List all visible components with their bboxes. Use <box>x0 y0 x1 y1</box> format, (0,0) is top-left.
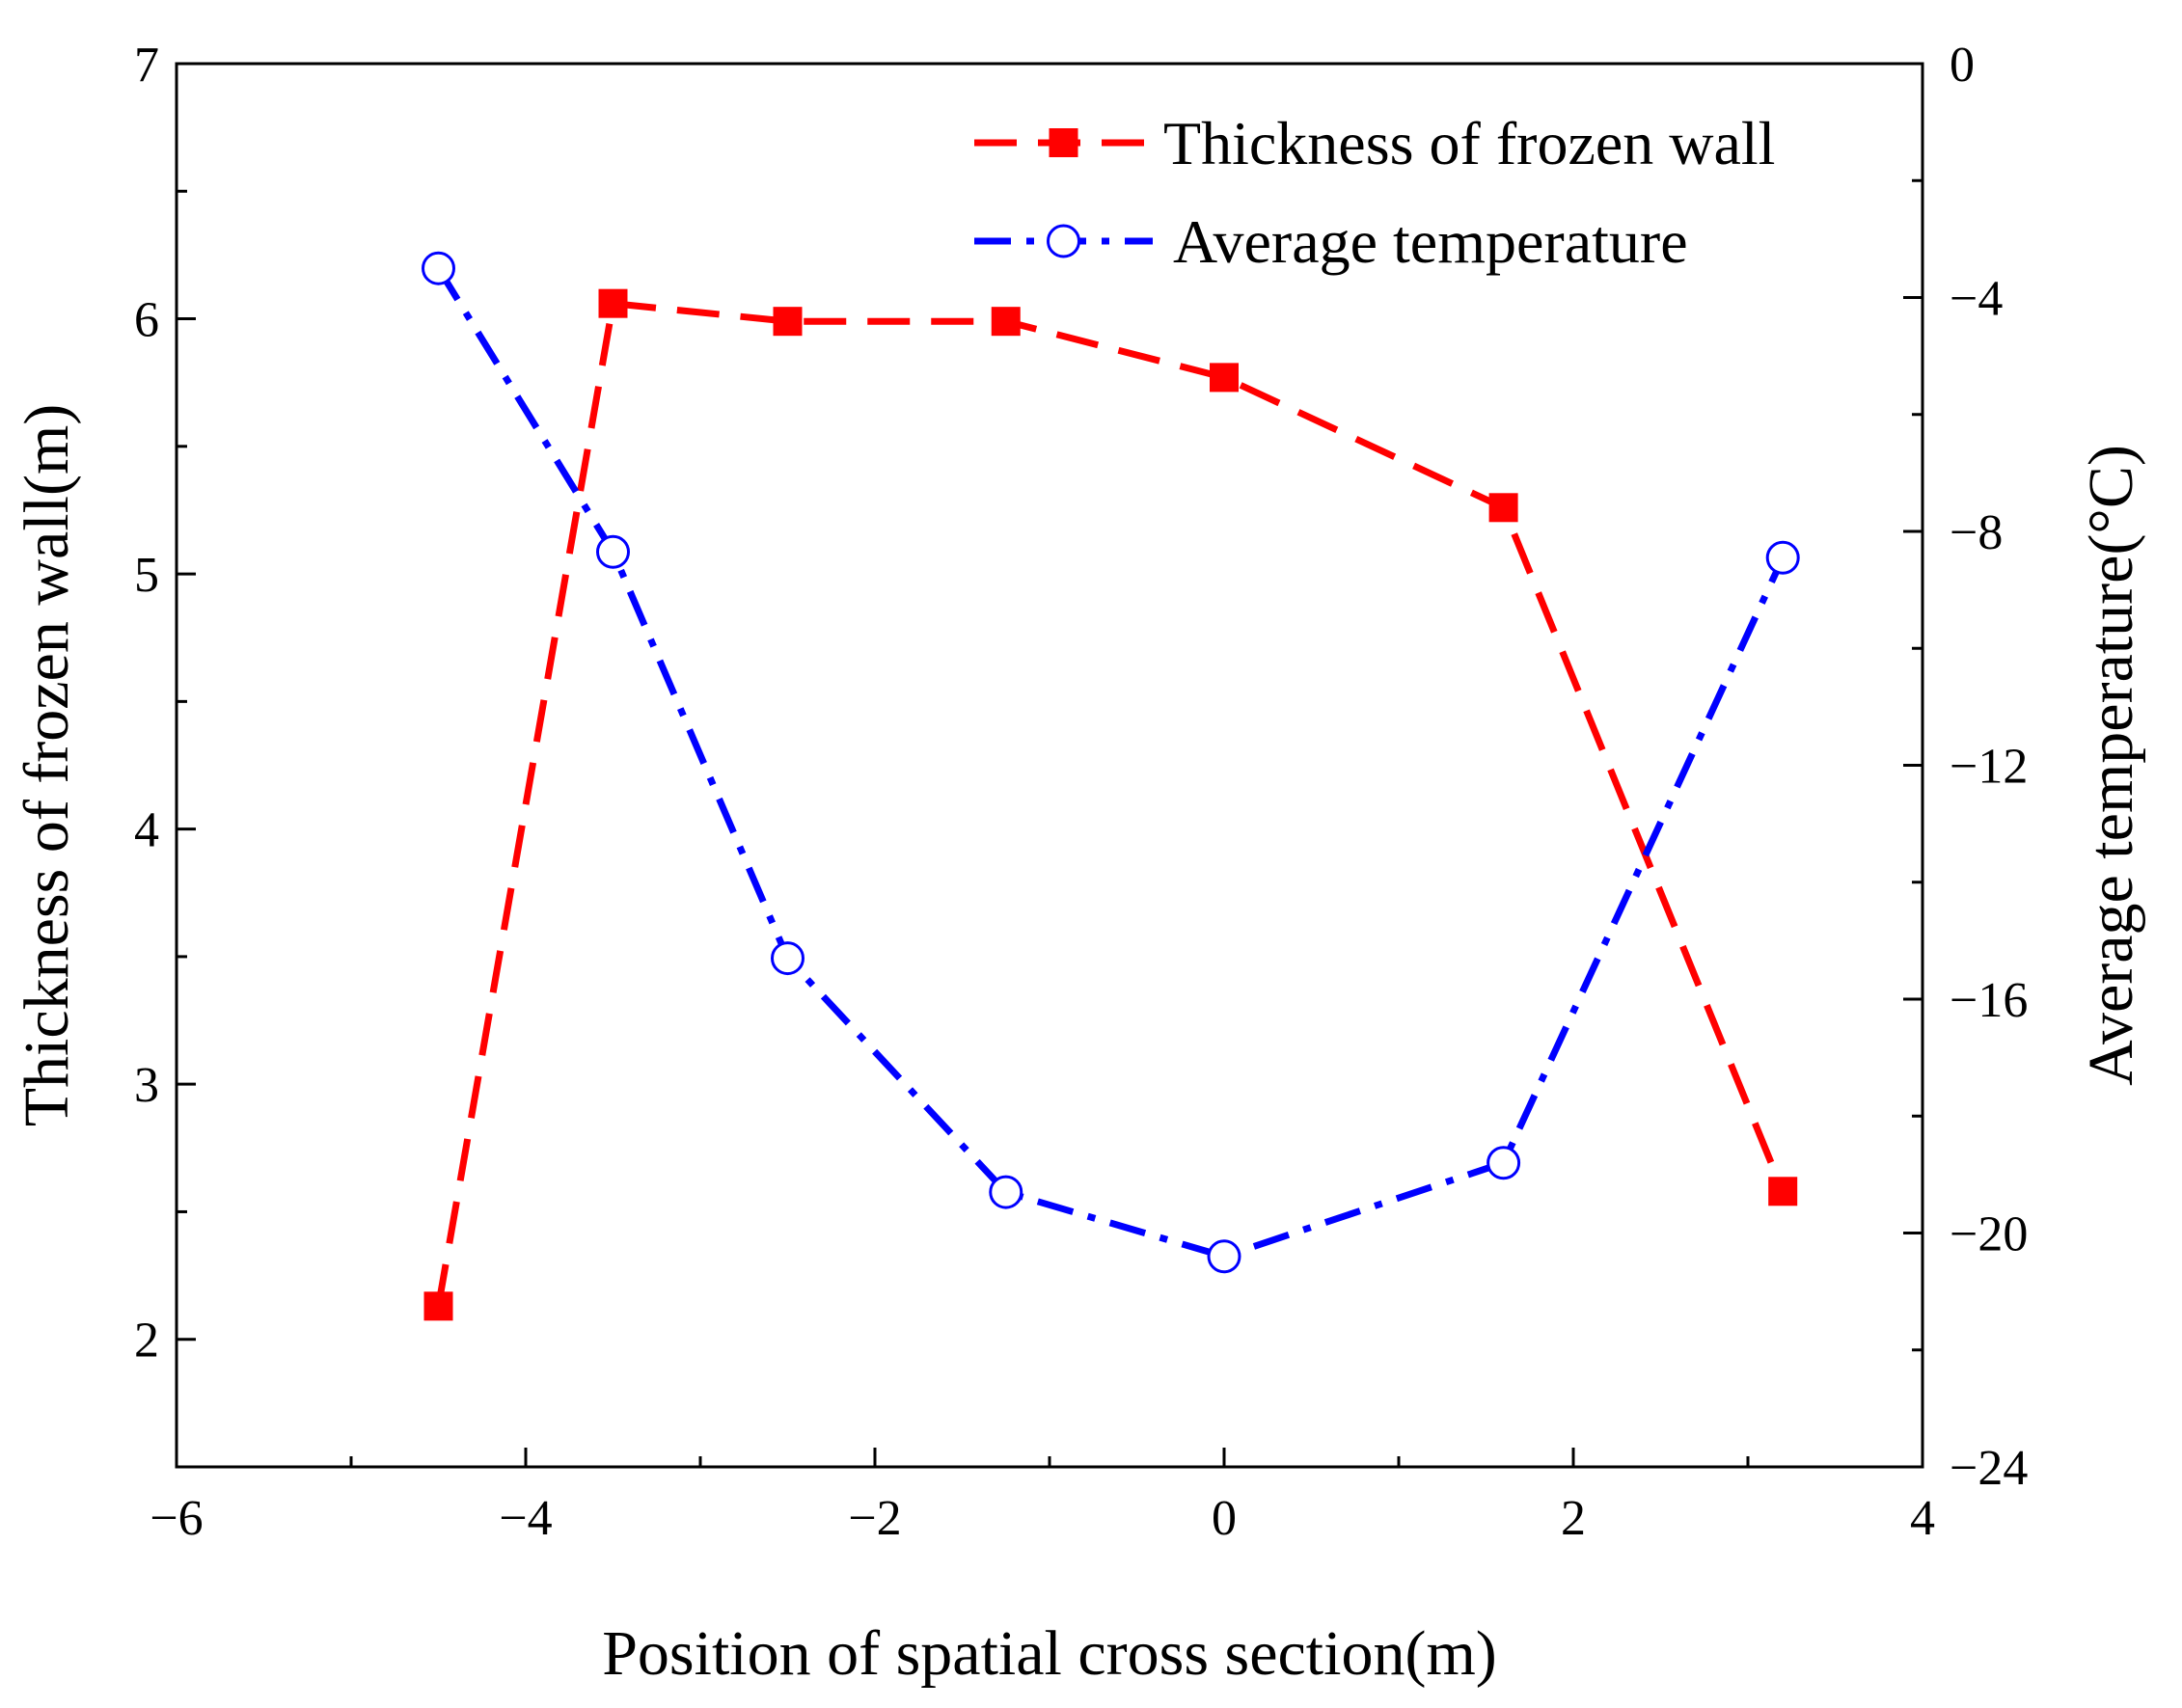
y2-tick-label: 0 <box>1950 38 1975 93</box>
y2-tick-label: −4 <box>1950 272 2003 327</box>
data-point-temperature <box>771 941 805 976</box>
x-tick-label: 0 <box>1212 1491 1237 1546</box>
y-tick-label: 6 <box>134 293 159 348</box>
legend-label-temperature: Average temperature <box>1173 207 1688 276</box>
data-point-thickness <box>1488 493 1518 523</box>
y2-tick-label: −16 <box>1950 973 2028 1028</box>
data-point-temperature <box>1486 1146 1521 1180</box>
x-tick-label: 2 <box>1561 1491 1586 1546</box>
y-tick-label: 5 <box>134 548 159 603</box>
data-point-temperature <box>1765 540 1800 575</box>
data-point-thickness <box>991 307 1021 337</box>
y2-tick-label: −20 <box>1950 1207 2028 1262</box>
legend: Thickness of frozen wall Average tempera… <box>974 109 1775 276</box>
y2-tick-label: −24 <box>1950 1441 2028 1496</box>
y-tick-label: 2 <box>134 1314 159 1369</box>
y-tick-label: 3 <box>134 1058 159 1113</box>
y-axis-title: Thickness of frozen wall(m) <box>12 404 82 1127</box>
data-point-temperature <box>596 534 630 569</box>
ticks-layer <box>175 62 1924 1469</box>
data-point-thickness <box>1768 1177 1798 1206</box>
data-point-thickness <box>598 288 628 318</box>
legend-marker-thickness <box>1049 128 1078 157</box>
x-axis-title: Position of spatial cross section(m) <box>602 1618 1497 1689</box>
x-tick-label: 4 <box>1910 1491 1935 1546</box>
data-point-thickness <box>1210 363 1239 393</box>
data-point-temperature <box>422 251 455 285</box>
legend-marker-temperature <box>1047 224 1080 258</box>
legend-label-thickness: Thickness of frozen wall <box>1163 109 1775 177</box>
y-tick-label: 7 <box>134 38 159 93</box>
x-tick-label: −6 <box>150 1491 203 1546</box>
data-point-thickness <box>773 307 803 337</box>
series-layer <box>422 251 1800 1321</box>
data-point-temperature <box>989 1175 1023 1209</box>
y2-axis-title: Average temperature(°C) <box>2076 445 2146 1086</box>
y-tick-label: 4 <box>134 803 159 858</box>
data-point-temperature <box>1207 1239 1241 1274</box>
y2-tick-label: −8 <box>1950 505 2003 560</box>
data-point-thickness <box>423 1291 453 1321</box>
x-tick-label: −4 <box>499 1491 552 1546</box>
y2-tick-label: −12 <box>1950 740 2028 795</box>
x-tick-label: −2 <box>848 1491 901 1546</box>
